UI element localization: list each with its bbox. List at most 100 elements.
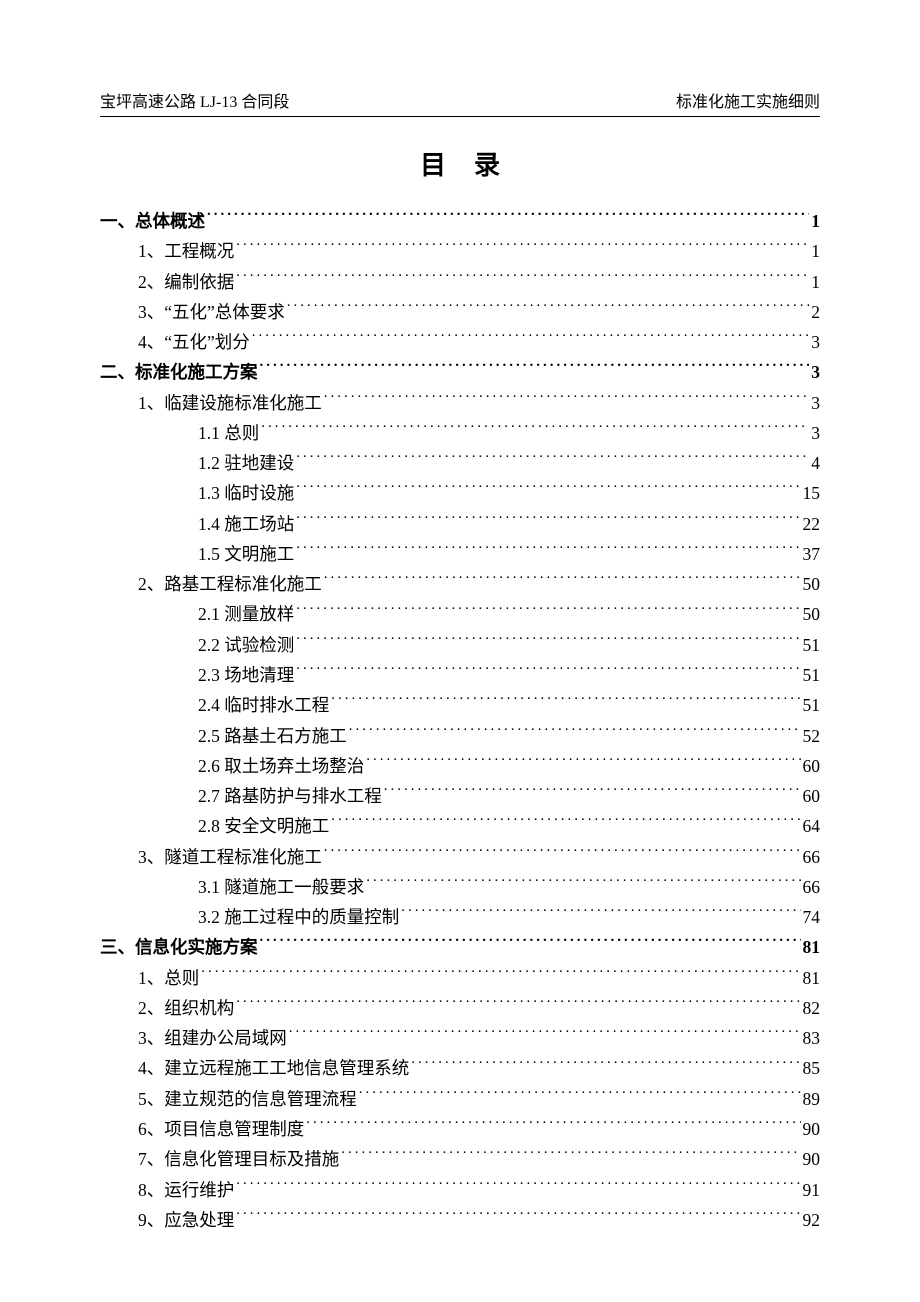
toc-entry-page: 66 (803, 872, 821, 902)
toc-entry-label: 2.4 临时排水工程 (198, 690, 329, 720)
toc-entry-label: 一、总体概述 (100, 206, 205, 236)
toc-entry: 1、总则81 (138, 963, 820, 993)
toc-entry-page: 60 (803, 751, 821, 781)
toc-entry-page: 2 (811, 297, 820, 327)
toc-entry-page: 91 (803, 1175, 821, 1205)
toc-entry-label: 5、建立规范的信息管理流程 (138, 1084, 357, 1114)
toc-entry-label: 2.5 路基土石方施工 (198, 721, 347, 751)
toc-entry-label: 2.7 路基防护与排水工程 (198, 781, 382, 811)
toc-entry: 6、项目信息管理制度 90 (138, 1114, 820, 1144)
toc-entry-page: 51 (803, 660, 821, 690)
toc-entry-label: 三、信息化实施方案 (100, 932, 258, 962)
toc-entry-page: 1 (811, 267, 820, 297)
toc-leader-dots (349, 724, 801, 742)
toc-entry-label: 1、工程概况 (138, 236, 234, 266)
toc-entry: 1.1 总则3 (198, 418, 820, 448)
toc-entry-page: 90 (803, 1114, 821, 1144)
toc-entry-page: 60 (803, 781, 821, 811)
toc-entry-page: 15 (803, 478, 821, 508)
toc-entry: 2、编制依据 1 (138, 267, 820, 297)
toc-entry: 1、工程概况1 (138, 236, 820, 266)
toc-entry: 2.1 测量放样50 (198, 599, 820, 629)
toc-entry-label: 7、信息化管理目标及措施 (138, 1144, 339, 1174)
toc-leader-dots (366, 875, 800, 893)
toc-entry-label: 6、项目信息管理制度 (138, 1114, 304, 1144)
toc-leader-dots (296, 512, 800, 530)
toc-entry: 2、路基工程标准化施工 50 (138, 569, 820, 599)
toc-entry-label: 2.3 场地清理 (198, 660, 294, 690)
toc-container: 一、总体概述11、工程概况12、编制依据 1 3、“五化”总体要求 2 4、“五化”划分… (100, 206, 820, 1235)
toc-entry-label: 2、组织机构 (138, 993, 234, 1023)
toc-entry-page: 4 (811, 448, 820, 478)
toc-entry-page: 81 (803, 932, 821, 962)
toc-entry-page: 89 (803, 1084, 821, 1114)
toc-entry-label: 9、应急处理 (138, 1205, 234, 1235)
toc-entry-label: 1.3 临时设施 (198, 478, 294, 508)
toc-entry-page: 37 (803, 539, 821, 569)
toc-entry-page: 92 (803, 1205, 821, 1235)
toc-leader-dots (366, 754, 800, 772)
toc-entry-page: 3 (811, 388, 820, 418)
toc-entry-label: 3.2 施工过程中的质量控制 (198, 902, 399, 932)
toc-leader-dots (236, 1208, 800, 1226)
toc-entry: 1.4 施工场站22 (198, 509, 820, 539)
toc-leader-dots (384, 785, 801, 803)
toc-leader-dots (296, 633, 800, 651)
toc-leader-dots (296, 452, 809, 470)
toc-leader-dots (236, 996, 800, 1014)
toc-entry-page: 51 (803, 690, 821, 720)
toc-entry-label: 1.2 驻地建设 (198, 448, 294, 478)
toc-leader-dots (236, 270, 809, 288)
toc-entry: 9、应急处理 92 (138, 1205, 820, 1235)
toc-leader-dots (331, 694, 800, 712)
page-header: 宝坪高速公路 LJ-13 合同段 标准化施工实施细则 (100, 88, 820, 117)
toc-leader-dots (260, 361, 810, 379)
toc-leader-dots (252, 331, 809, 349)
toc-leader-dots (411, 1057, 800, 1075)
toc-entry-page: 3 (811, 357, 820, 387)
toc-leader-dots (341, 1148, 800, 1166)
toc-leader-dots (324, 845, 801, 863)
toc-entry: 2.7 路基防护与排水工程 60 (198, 781, 820, 811)
toc-entry-label: 3、组建办公局域网 (138, 1023, 287, 1053)
toc-entry-label: 3、“五化”总体要求 (138, 297, 285, 327)
toc-entry: 1.3 临时设施 15 (198, 478, 820, 508)
toc-entry-page: 50 (803, 599, 821, 629)
toc-leader-dots (296, 482, 800, 500)
toc-entry-label: 4、“五化”划分 (138, 327, 250, 357)
toc-entry-page: 3 (811, 327, 820, 357)
toc-entry-page: 51 (803, 630, 821, 660)
header-right: 标准化施工实施细则 (676, 88, 820, 112)
toc-entry-label: 2、路基工程标准化施工 (138, 569, 322, 599)
toc-leader-dots (296, 663, 800, 681)
toc-entry: 2、组织机构 82 (138, 993, 820, 1023)
toc-leader-dots (287, 300, 809, 318)
toc-entry-label: 1、临建设施标准化施工 (138, 388, 322, 418)
toc-entry-page: 64 (803, 811, 821, 841)
toc-entry: 3、“五化”总体要求 2 (138, 297, 820, 327)
toc-entry-label: 1.5 文明施工 (198, 539, 294, 569)
toc-entry-page: 50 (803, 569, 821, 599)
toc-entry-label: 3、隧道工程标准化施工 (138, 842, 322, 872)
toc-entry: 2.6 取土场弃土场整治60 (198, 751, 820, 781)
toc-entry-page: 85 (803, 1053, 821, 1083)
toc-entry-page: 74 (803, 902, 821, 932)
toc-title: 目录 (100, 145, 820, 182)
toc-entry-page: 3 (811, 418, 820, 448)
toc-entry-page: 66 (803, 842, 821, 872)
toc-entry: 2.2 试验检测51 (198, 630, 820, 660)
toc-entry: 3.2 施工过程中的质量控制 74 (198, 902, 820, 932)
toc-entry-page: 82 (803, 993, 821, 1023)
toc-entry: 1.2 驻地建设 4 (198, 448, 820, 478)
toc-entry: 2.5 路基土石方施工52 (198, 721, 820, 751)
toc-leader-dots (359, 1087, 801, 1105)
header-left: 宝坪高速公路 LJ-13 合同段 (100, 88, 289, 112)
toc-leader-dots (331, 815, 800, 833)
toc-entry-label: 2、编制依据 (138, 267, 234, 297)
toc-entry: 3、隧道工程标准化施工 66 (138, 842, 820, 872)
toc-leader-dots (401, 906, 800, 924)
toc-leader-dots (207, 210, 809, 228)
toc-entry: 4、建立远程施工工地信息管理系统85 (138, 1053, 820, 1083)
toc-entry: 一、总体概述1 (100, 206, 820, 236)
toc-entry: 7、信息化管理目标及措施90 (138, 1144, 820, 1174)
